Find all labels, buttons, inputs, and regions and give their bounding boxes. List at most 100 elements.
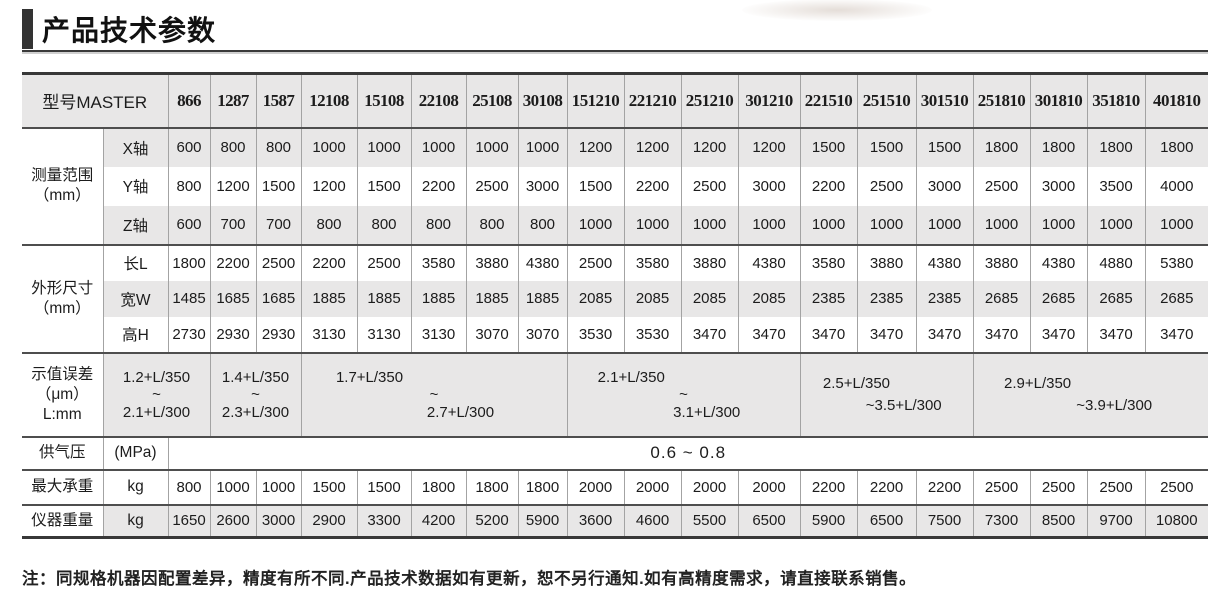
- unit-cell: kg: [102, 468, 168, 505]
- spec-cell: 4200: [410, 503, 466, 538]
- spec-cell: 3530: [566, 316, 624, 353]
- model-header-cell: 12108: [300, 73, 357, 128]
- spec-cell: 1000: [972, 205, 1030, 245]
- error-range-line: 2.5+L/350: [822, 375, 891, 392]
- spec-cell: 1000: [856, 205, 916, 245]
- spec-cell: 800: [209, 126, 256, 167]
- spec-cell: 1000: [255, 468, 301, 505]
- spec-cell: 1800: [167, 243, 210, 281]
- air-pressure-row: 供气压 (MPa) 0.6 ~ 0.8: [22, 435, 1208, 470]
- spec-cell: 1000: [1086, 205, 1145, 245]
- model-header-cell: 30108: [517, 73, 567, 128]
- error-range-text: 2.9+L/350 ~3.9+L/300: [974, 374, 1208, 415]
- model-header-cell: 221210: [623, 73, 681, 128]
- table-row: 外形尺寸 （mm） 长L 1800 2200 2500 2200 2500 3580 3880 43…: [22, 243, 1208, 353]
- error-range-line: ~3.5+L/300: [865, 397, 942, 414]
- page-title: 产品技术参数: [42, 15, 217, 46]
- unit-cell: (MPa): [102, 435, 168, 470]
- spec-cell: 1000: [737, 205, 800, 245]
- spec-cell: 2200: [300, 243, 357, 281]
- row-label-line: （mm）: [33, 187, 91, 204]
- spec-cell: 1000: [623, 205, 681, 245]
- spec-cell: 4380: [1029, 243, 1087, 281]
- spec-cell: 1885: [465, 280, 518, 317]
- spec-cell: 1800: [1029, 126, 1087, 167]
- spec-cell: 3470: [737, 316, 800, 353]
- spec-cell: 1500: [856, 126, 916, 167]
- spec-cell: 2900: [300, 503, 357, 538]
- spec-cell: 1500: [915, 126, 973, 167]
- row-label-line: 示值误差: [31, 365, 94, 383]
- spec-cell: 700: [209, 205, 256, 245]
- spec-cell: 7500: [915, 503, 973, 538]
- spec-cell: 3130: [410, 316, 466, 353]
- table-row: 高H 2730 2930 2930 3130 3130 3130 3070 3070 3530 35…: [22, 316, 1208, 353]
- title-accent-bar: [22, 9, 33, 49]
- spec-cell: 8500: [1029, 503, 1087, 538]
- spec-cell: 1200: [566, 126, 624, 167]
- model-header-cell: 301210: [737, 73, 800, 128]
- spec-cell: 3070: [517, 316, 567, 353]
- spec-cell: 1000: [1144, 205, 1208, 245]
- table-row: 仪器重量 kg 1650 2600 3000 2900 3300 4200 5200 5900 36…: [22, 503, 1208, 538]
- model-header-cell: 251810: [972, 73, 1030, 128]
- spec-cell: 3000: [737, 166, 800, 206]
- error-row: 示值误差 （μm） L:mm 1.2+L/350 ~2.1+L/300 1.4+L/350…: [22, 351, 1208, 437]
- error-range-cell: 2.5+L/350 ~3.5+L/300: [799, 351, 973, 437]
- error-range-text: 1.4+L/350 ~2.3+L/300: [211, 368, 301, 422]
- axis-sub-label: 高H: [102, 316, 168, 353]
- spec-cell: 2085: [623, 280, 681, 317]
- row-label-air-pressure: 供气压: [22, 435, 103, 470]
- model-header-cell: 301810: [1029, 73, 1087, 128]
- error-range-line: 1.7+L/350: [335, 368, 404, 386]
- spec-cell: 1500: [356, 468, 411, 505]
- axis-sub-label: 长L: [102, 243, 168, 281]
- spec-cell: 3880: [680, 243, 738, 281]
- spec-cell: 2085: [737, 280, 800, 317]
- spec-cell: 1885: [410, 280, 466, 317]
- spec-cell: 3470: [856, 316, 916, 353]
- spec-cell: 2685: [1029, 280, 1087, 317]
- spec-cell: 1500: [356, 166, 411, 206]
- error-range-text: 2.5+L/350 ~3.5+L/300: [801, 374, 973, 415]
- error-range-cell: 1.7+L/350 ~2.7+L/300: [300, 351, 567, 437]
- model-header-cell: 251210: [680, 73, 738, 128]
- spec-cell: 3300: [356, 503, 411, 538]
- spec-cell: 1200: [300, 166, 357, 206]
- spec-cell: 1000: [566, 205, 624, 245]
- spec-cell: 1800: [410, 468, 466, 505]
- spec-cell: 2200: [856, 468, 916, 505]
- spec-cell: 2500: [1144, 468, 1208, 505]
- spec-cell: 2685: [972, 280, 1030, 317]
- spec-cell: 1685: [209, 280, 256, 317]
- spec-cell: 4380: [737, 243, 800, 281]
- spec-cell: 5500: [680, 503, 738, 538]
- spec-cell: 1200: [623, 126, 681, 167]
- spec-cell: 1000: [517, 126, 567, 167]
- footnote: 注：同规格机器因配置差异，精度有所不同.产品技术数据如有更新，恕不另行通知.如有…: [22, 570, 917, 588]
- error-range-line: ~3.9+L/300: [1076, 397, 1153, 414]
- spec-cell: 4600: [623, 503, 681, 538]
- table-row: 最大承重 kg 800 1000 1000 1500 1500 1800 1800 1800 200…: [22, 468, 1208, 505]
- model-header-cell: 1587: [255, 73, 301, 128]
- model-header-cell: 1287: [209, 73, 256, 128]
- spec-cell: 700: [255, 205, 301, 245]
- axis-sub-label: 宽W: [102, 280, 168, 317]
- table-row: Z轴 600 700 700 800 800 800 800 800 1000 1000 1000 10…: [22, 205, 1208, 245]
- row-label-measure-range: 测量范围 （mm）: [22, 126, 103, 245]
- spec-cell: 1885: [517, 280, 567, 317]
- spec-cell: 3580: [410, 243, 466, 281]
- spec-cell: 5900: [517, 503, 567, 538]
- spec-cell: 2385: [915, 280, 973, 317]
- spec-cell: 3470: [680, 316, 738, 353]
- spec-cell: 1000: [410, 126, 466, 167]
- model-header-label: 型号MASTER: [22, 73, 168, 128]
- error-range-cell: 1.2+L/350 ~2.1+L/300: [102, 351, 210, 437]
- section-title: 产品技术参数: [22, 9, 1215, 49]
- spec-cell: 2000: [623, 468, 681, 505]
- spec-cell: 3470: [799, 316, 857, 353]
- model-header-cell: 301510: [915, 73, 973, 128]
- model-header-cell: 351810: [1086, 73, 1145, 128]
- spec-cell: 2200: [410, 166, 466, 206]
- spec-cell: 2385: [856, 280, 916, 317]
